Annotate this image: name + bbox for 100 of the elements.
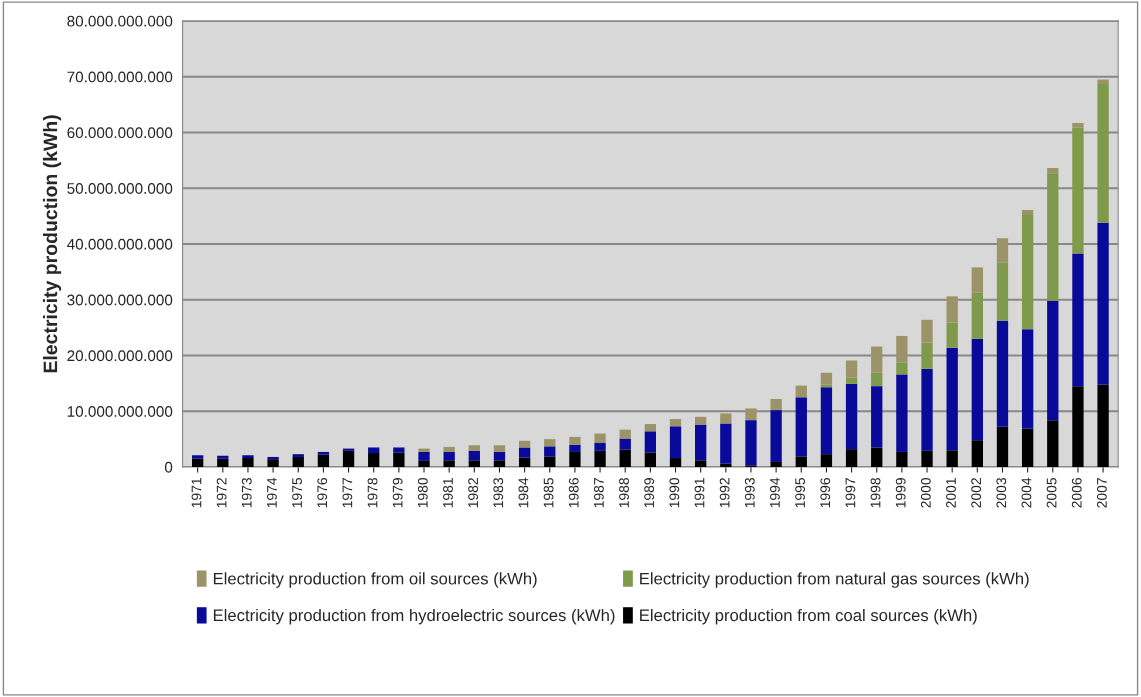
y-tick-label: 60.000.000.000 <box>67 127 173 139</box>
bar <box>292 454 304 457</box>
bar <box>317 454 330 467</box>
bar <box>1097 384 1109 467</box>
bar <box>871 386 883 448</box>
bar <box>393 452 405 467</box>
bar <box>921 368 933 451</box>
bar <box>342 450 355 467</box>
x-tick-label: 1995 <box>795 477 805 508</box>
bar <box>518 447 531 458</box>
bar <box>996 426 1009 467</box>
bar <box>569 451 581 467</box>
bar <box>1072 127 1084 254</box>
bar <box>1047 173 1059 301</box>
x-tick-label: 2005 <box>1046 477 1057 508</box>
bar <box>644 452 657 467</box>
x-tick-label: 1992 <box>719 478 730 508</box>
bar <box>443 446 455 452</box>
bar <box>745 408 757 421</box>
bar <box>795 385 807 398</box>
bar <box>468 450 480 461</box>
x-tick-label: 1973 <box>241 478 252 508</box>
bar <box>594 450 606 467</box>
bar <box>1097 222 1109 385</box>
legend-label: Electricity production from natural gas sources (kWh) <box>640 572 1029 588</box>
x-tick-label: 1988 <box>619 478 629 508</box>
x-tick-label: 1984 <box>518 477 529 508</box>
bar <box>1072 253 1084 387</box>
bar <box>217 458 229 467</box>
bar <box>644 424 657 432</box>
bar <box>946 296 958 323</box>
x-tick-label: 1990 <box>669 477 680 508</box>
bar <box>996 320 1009 427</box>
y-tick-label: 30.000.000.000 <box>67 294 173 306</box>
bar <box>795 397 807 457</box>
bar <box>669 419 682 427</box>
bar <box>896 362 908 375</box>
bar <box>468 445 480 451</box>
bar <box>720 413 732 424</box>
x-tick-label: 1983 <box>493 478 504 508</box>
bar <box>1072 386 1084 467</box>
bar <box>1047 300 1059 421</box>
x-tick-label: 1998 <box>870 478 881 508</box>
bar <box>921 450 933 467</box>
bar <box>569 444 581 452</box>
x-tick-label: 1996 <box>820 478 831 508</box>
x-tick-label: 1989 <box>644 478 655 508</box>
bar <box>971 292 983 339</box>
bar <box>695 416 707 425</box>
bar <box>921 342 933 369</box>
x-tick-label: 1972 <box>216 478 227 508</box>
x-tick-label: 1982 <box>468 478 479 508</box>
x-tick-label: 2000 <box>920 477 931 508</box>
bar <box>368 447 380 454</box>
bar <box>443 460 455 467</box>
x-tick-label: 1980 <box>417 477 428 508</box>
bar <box>896 451 908 467</box>
bar <box>619 429 631 439</box>
x-tick-label: 1997 <box>845 478 856 508</box>
bar <box>544 456 556 467</box>
bar <box>996 262 1009 321</box>
bar <box>1097 79 1109 84</box>
bar <box>493 445 506 452</box>
bar <box>1047 168 1059 174</box>
bar <box>845 383 858 450</box>
bar <box>468 460 480 467</box>
bar <box>644 431 657 453</box>
y-tick-label: 20.000.000.000 <box>67 350 173 362</box>
bar <box>619 449 631 467</box>
bar <box>845 360 858 378</box>
bar <box>669 458 682 467</box>
bar <box>292 456 304 467</box>
bar <box>695 460 707 467</box>
bar <box>242 455 254 459</box>
bar <box>191 458 204 467</box>
bar <box>971 440 983 467</box>
y-axis-title: Electricity production (kWh) <box>42 115 62 373</box>
x-tick-label: 1985 <box>543 477 554 508</box>
x-tick-label: 2007 <box>1096 478 1107 508</box>
bar <box>443 451 455 461</box>
bar <box>770 461 782 467</box>
x-tick-label: 1979 <box>392 478 403 508</box>
bar <box>770 398 782 411</box>
bar <box>871 346 883 373</box>
bar <box>871 447 883 467</box>
x-tick-label: 1976 <box>317 478 328 508</box>
bar <box>946 322 958 348</box>
bar <box>1021 428 1034 467</box>
x-tick-label: 1978 <box>367 478 378 508</box>
x-tick-label: 2006 <box>1071 478 1082 508</box>
y-tick-label: 80.000.000.000 <box>67 15 173 27</box>
bar <box>946 450 958 467</box>
bar <box>770 410 782 462</box>
x-tick-label: 1994 <box>770 477 780 508</box>
bar <box>594 433 606 444</box>
bar <box>745 420 757 466</box>
y-tick-label: 50.000.000.000 <box>67 183 173 194</box>
bar <box>971 267 983 293</box>
legend-label: Electricity production from oil sources (kWh) <box>213 572 537 588</box>
x-tick-label: 2004 <box>1021 477 1032 508</box>
